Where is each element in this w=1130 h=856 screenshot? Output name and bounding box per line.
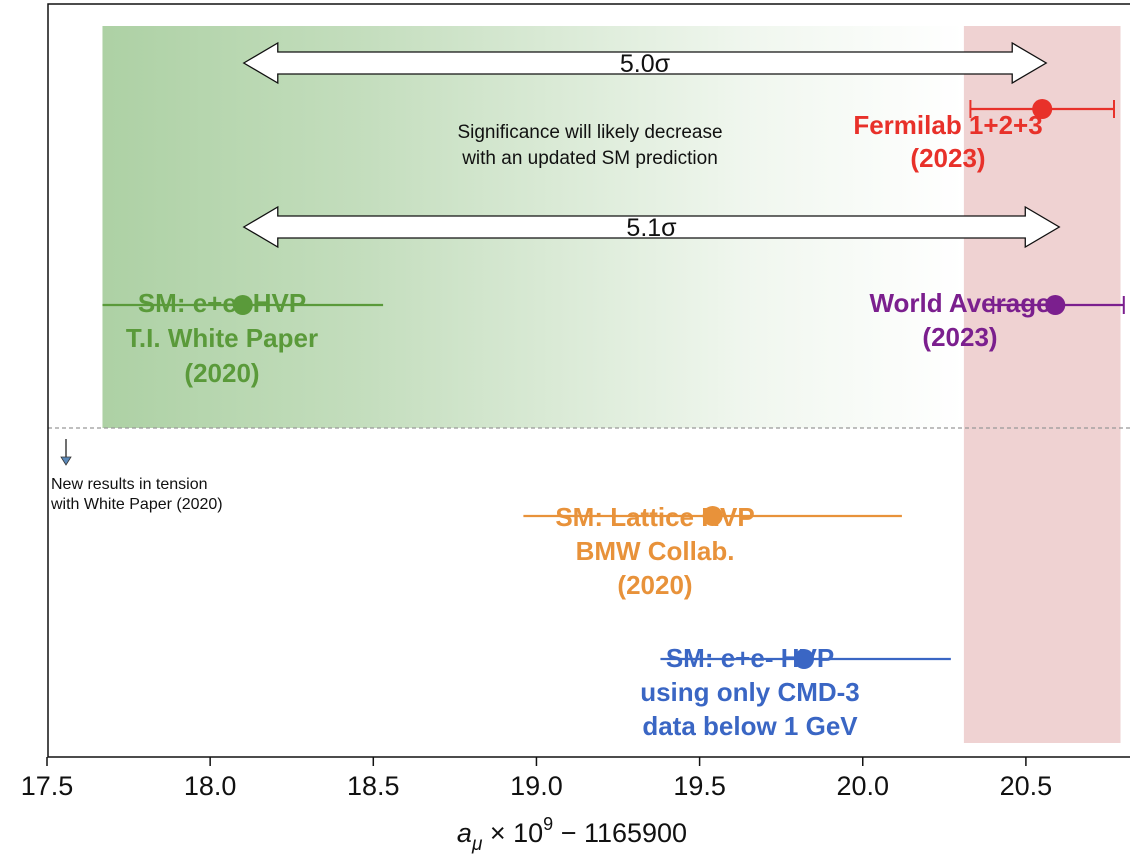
sm-lattice-bmw-marker <box>702 506 723 526</box>
world-average-label-line: World Average <box>869 288 1050 318</box>
x-tick-label: 18.0 <box>184 771 237 801</box>
world-average-marker <box>1045 295 1066 315</box>
tension-note-line: New results in tension <box>51 476 208 493</box>
x-tick-label: 17.5 <box>21 771 74 801</box>
experiment-band <box>963 26 1121 743</box>
fermilab-label-line: (2023) <box>910 143 985 173</box>
x-axis-label: aμ × 109 − 1165900 <box>457 814 687 855</box>
arrow-5-0-sigma-label: 5.0σ <box>620 50 671 78</box>
sm-cmd3-marker <box>794 649 815 669</box>
x-tick-label: 20.0 <box>836 771 889 801</box>
fermilab-label-line: Fermilab 1+2+3 <box>853 110 1042 140</box>
x-tick-label: 18.5 <box>347 771 400 801</box>
fermilab-group: Fermilab 1+2+3(2023) <box>853 99 1116 173</box>
sm-white-paper-label-line: (2020) <box>184 358 259 388</box>
sm-white-paper-label-line: T.I. White Paper <box>126 323 318 353</box>
sm-lattice-bmw-label-line: BMW Collab. <box>576 536 735 566</box>
x-tick-label: 20.5 <box>1000 771 1053 801</box>
arrow-5-1-sigma <box>242 205 1061 249</box>
sm-white-paper-marker <box>232 295 253 315</box>
sm-white-paper-group: SM: e+e- HVP T.I. White Paper (2020) <box>102 288 384 388</box>
significance-note-line: Significance will likely decrease <box>457 122 722 143</box>
sm-cmd3-label-line: using only CMD-3 <box>640 677 860 707</box>
sm-cmd3-group: SM: e+e- HVP using only CMD-3 data below 1… <box>640 643 951 741</box>
fermilab-marker <box>1032 99 1053 119</box>
world-average-group: World Average (2023) <box>869 288 1125 352</box>
sm-white-paper-label-line: SM: e+e- HVP <box>138 288 306 318</box>
sm-cmd3-label-line: SM: e+e- HVP <box>666 643 834 673</box>
tension-note-line: with White Paper (2020) <box>50 496 223 513</box>
sm-lattice-bmw-label-line: (2020) <box>617 570 692 600</box>
tension-arrow-head <box>60 456 72 466</box>
plot-frame <box>47 3 1130 758</box>
arrow-5-0-sigma <box>242 41 1048 85</box>
sm-lattice-bmw-label-line: SM: Lattice HVP <box>555 502 754 532</box>
sm-cmd3-label-line: data below 1 GeV <box>642 711 858 741</box>
x-tick-label: 19.0 <box>510 771 563 801</box>
significance-note-line: with an updated SM prediction <box>461 148 718 169</box>
arrow-5-1-sigma-label: 5.1σ <box>626 214 677 242</box>
x-tick-label: 19.5 <box>673 771 726 801</box>
world-average-label-line: (2023) <box>922 322 997 352</box>
sm-lattice-bmw-group: SM: Lattice HVP BMW Collab. (2020) <box>523 502 902 600</box>
